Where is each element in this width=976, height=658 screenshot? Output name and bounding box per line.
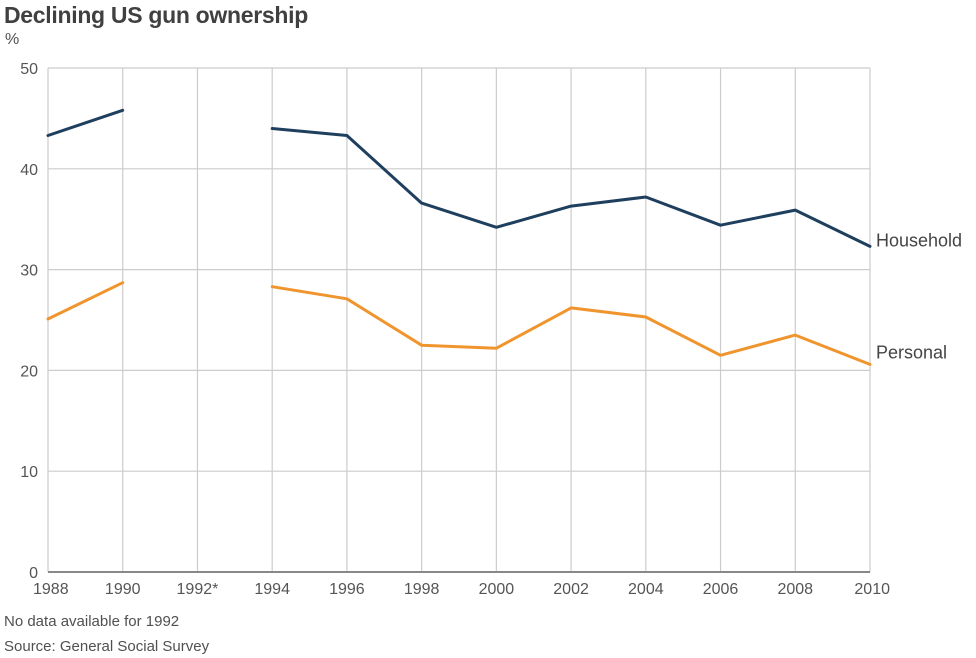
chart-note: No data available for 1992 xyxy=(4,613,180,630)
y-tick-label: 30 xyxy=(20,263,38,280)
series-line-personal-segment-1 xyxy=(46,281,125,321)
axes: 0 10 20 30 40 50 1988 1990 1992* 1994 1996 1998 2000… xyxy=(20,61,890,598)
y-axis-unit-label: % xyxy=(5,31,20,48)
x-tick-label: 2010 xyxy=(854,581,890,598)
y-tick-label: 10 xyxy=(20,464,38,481)
x-tick-label: 1994 xyxy=(254,581,290,598)
series-line-household-segment-2 xyxy=(270,127,872,248)
x-tick-label: 1990 xyxy=(105,581,141,598)
series-line-personal-segment-2 xyxy=(270,285,872,366)
series-lines xyxy=(46,108,872,366)
grid xyxy=(47,67,871,573)
x-tick-label: 1998 xyxy=(404,581,440,598)
y-tick-label: 40 xyxy=(20,162,38,179)
series-labels: Household Personal xyxy=(876,230,962,362)
y-tick-label: 50 xyxy=(20,61,38,78)
x-tick-label: 2008 xyxy=(777,581,813,598)
series-label-personal: Personal xyxy=(876,342,947,362)
series-line-household-segment-1 xyxy=(46,108,125,137)
x-tick-label: 1988 xyxy=(33,581,69,598)
series-label-household: Household xyxy=(876,230,962,250)
x-tick-label: 2000 xyxy=(479,581,515,598)
chart-source: Source: General Social Survey xyxy=(4,638,210,655)
x-tick-label: 2004 xyxy=(628,581,664,598)
y-tick-label: 0 xyxy=(29,565,38,582)
x-tick-label: 1992* xyxy=(177,581,219,598)
x-tick-label: 2006 xyxy=(703,581,739,598)
line-chart: 0 10 20 30 40 50 1988 1990 1992* 1994 1996 1998 2000… xyxy=(20,61,962,598)
x-tick-label: 2002 xyxy=(553,581,589,598)
x-tick-label: 1996 xyxy=(329,581,365,598)
chart-title: Declining US gun ownership xyxy=(4,2,308,28)
y-tick-label: 20 xyxy=(20,363,38,380)
